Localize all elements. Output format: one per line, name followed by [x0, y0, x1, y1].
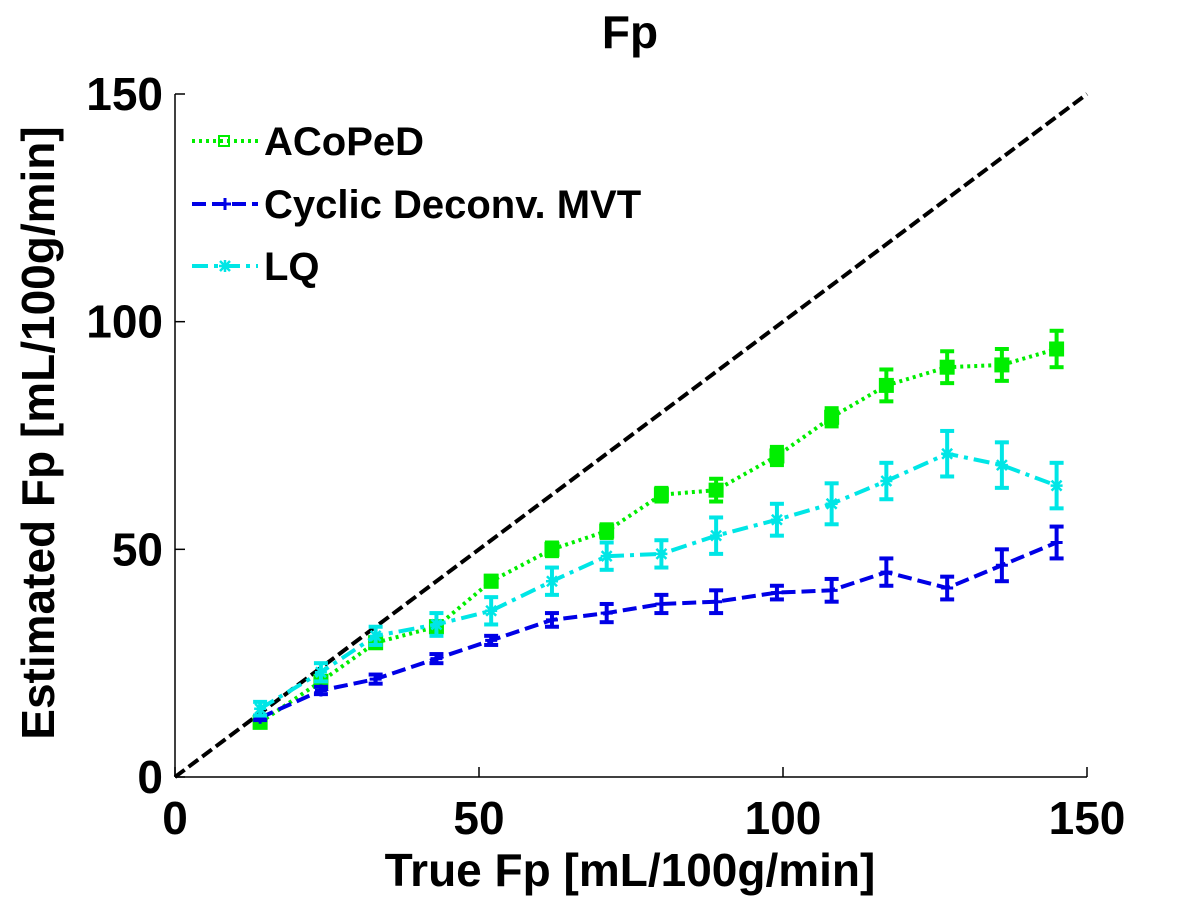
data-point-star: [941, 447, 954, 460]
plot-area: [252, 328, 1065, 730]
x-tick-label: 100: [745, 792, 822, 844]
y-tick-label: 0: [137, 751, 163, 803]
data-point-plus: [485, 634, 498, 647]
data-point-star: [219, 260, 231, 272]
data-point-square: [1049, 341, 1065, 357]
data-point-plus: [880, 566, 893, 579]
data-point-plus: [710, 595, 723, 608]
y-tick-label: 150: [86, 68, 163, 120]
data-point-plus: [545, 613, 558, 626]
data-point-star: [655, 547, 668, 560]
series-cyclic-deconv-mvt: [253, 524, 1064, 724]
legend-label: Cyclic Deconv. MVT: [264, 183, 641, 227]
data-point-square: [544, 541, 560, 557]
series-line: [259, 347, 1058, 725]
ticks: 0 50 100 150 0 50 100 150: [86, 68, 1125, 844]
x-tick-label: 150: [1049, 792, 1126, 844]
data-point-square: [994, 357, 1010, 373]
legend-item: Cyclic Deconv. MVT: [192, 183, 641, 227]
data-point-star: [545, 575, 558, 588]
axes: [174, 94, 1087, 778]
data-point-plus: [770, 586, 783, 599]
y-tick-label: 100: [86, 296, 163, 348]
data-point-square: [824, 409, 840, 425]
data-point-plus: [941, 582, 954, 595]
y-tick-label: 50: [112, 523, 163, 575]
data-point-star: [485, 604, 498, 617]
data-point-star: [1050, 479, 1063, 492]
x-tick-label: 0: [162, 792, 188, 844]
data-point-plus: [430, 652, 443, 665]
data-point-star: [880, 475, 893, 488]
data-point-square: [483, 573, 499, 589]
data-point-star: [825, 497, 838, 510]
data-point-star: [314, 666, 327, 679]
data-point-plus: [655, 597, 668, 610]
data-point-plus: [369, 673, 382, 686]
data-point-square: [708, 482, 724, 498]
series-acoped: [252, 328, 1065, 730]
series-line: [259, 451, 1058, 711]
data-point-star: [770, 513, 783, 526]
data-point-star: [995, 459, 1008, 472]
data-point-star: [600, 550, 613, 563]
data-point-star: [369, 629, 382, 642]
legend-label: LQ: [264, 245, 320, 289]
data-point-star: [710, 529, 723, 542]
data-point-plus: [995, 559, 1008, 572]
data-point-square: [878, 377, 894, 393]
legend-label: ACoPeD: [264, 120, 424, 164]
data-point-plus: [1050, 536, 1063, 549]
data-point-plus: [314, 684, 327, 697]
data-point-square: [653, 487, 669, 503]
legend-marker-square: [218, 135, 230, 147]
data-point-plus: [219, 198, 231, 210]
legend-item: ACoPeD: [192, 120, 424, 164]
x-axis-label: True Fp [mL/100g/min]: [385, 844, 876, 896]
y-axis-label: Estimated Fp [mL/100g/min]: [12, 126, 64, 739]
legend: ACoPeD Cyclic Deconv. MVT LQ: [192, 120, 641, 289]
x-tick-label: 50: [453, 792, 504, 844]
data-point-plus: [600, 607, 613, 620]
data-point-square: [769, 448, 785, 464]
data-point-square: [599, 523, 615, 539]
data-point-square: [939, 359, 955, 375]
data-point-star: [430, 618, 443, 631]
chart-title: Fp: [602, 6, 658, 58]
data-point-plus: [825, 584, 838, 597]
legend-item: LQ: [192, 245, 320, 289]
series-line: [259, 540, 1058, 720]
data-point-star: [254, 702, 267, 715]
series-lq: [253, 428, 1064, 718]
